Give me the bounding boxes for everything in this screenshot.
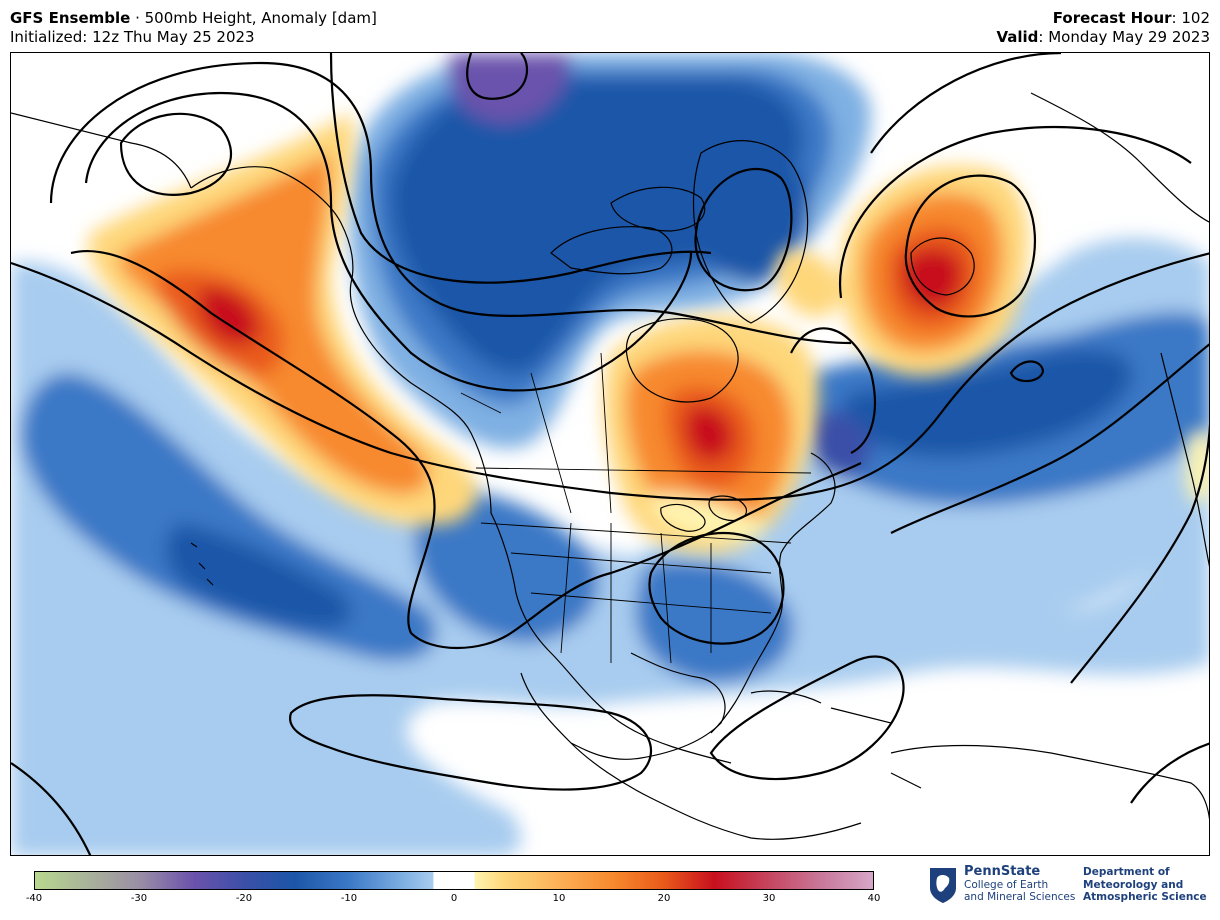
valid-label: Valid [996, 28, 1039, 46]
nittany-lion-shield-icon [930, 868, 956, 903]
colorbar-gradient [34, 871, 874, 890]
valid-time: Valid: Monday May 29 2023 [996, 28, 1210, 47]
pennstate-name: PennState [964, 864, 1041, 879]
colorbar-tick: -10 [340, 893, 358, 904]
forecast-hour: Forecast Hour: 102 [1053, 9, 1210, 28]
valid-value: : Monday May 29 2023 [1038, 28, 1210, 46]
pennstate-logo: PennState College of Earth and Mineral S… [928, 864, 1075, 908]
pennstate-college-line2: and Mineral Sciences [964, 891, 1076, 903]
map-panel [10, 52, 1210, 856]
title-separator: · [130, 9, 145, 27]
coastlines [11, 92, 1209, 840]
colorbar-tick: 30 [762, 893, 776, 904]
height-contours [11, 53, 1209, 855]
dept-line3: Atmospheric Science [1083, 891, 1207, 903]
map-title: GFS Ensemble · 500mb Height, Anomaly [da… [10, 9, 377, 28]
colorbar-tick: -30 [130, 893, 148, 904]
colorbar [34, 871, 874, 890]
colorbar-tick: 10 [552, 893, 566, 904]
colorbar-tick: 0 [450, 893, 458, 904]
dept-line2: Meteorology and [1083, 878, 1184, 891]
colorbar-tick: 20 [657, 893, 671, 904]
political-borders [460, 352, 812, 664]
colorbar-tick: -20 [235, 893, 253, 904]
dept-line1: Department of [1083, 866, 1170, 878]
forecast-hour-value: : 102 [1171, 9, 1210, 27]
anomaly-map [11, 53, 1209, 855]
colorbar-tick: 40 [867, 893, 881, 904]
department-logo: Department of Meteorology and Atmospheri… [1083, 866, 1207, 904]
pennstate-college-line1: College of Earth [964, 879, 1049, 891]
init-time: Initialized: 12z Thu May 25 2023 [10, 28, 255, 46]
product-name: 500mb Height, Anomaly [dam] [144, 9, 377, 27]
colorbar-tick: -40 [25, 893, 43, 904]
forecast-hour-label: Forecast Hour [1052, 9, 1172, 27]
model-name: GFS Ensemble [10, 9, 131, 27]
